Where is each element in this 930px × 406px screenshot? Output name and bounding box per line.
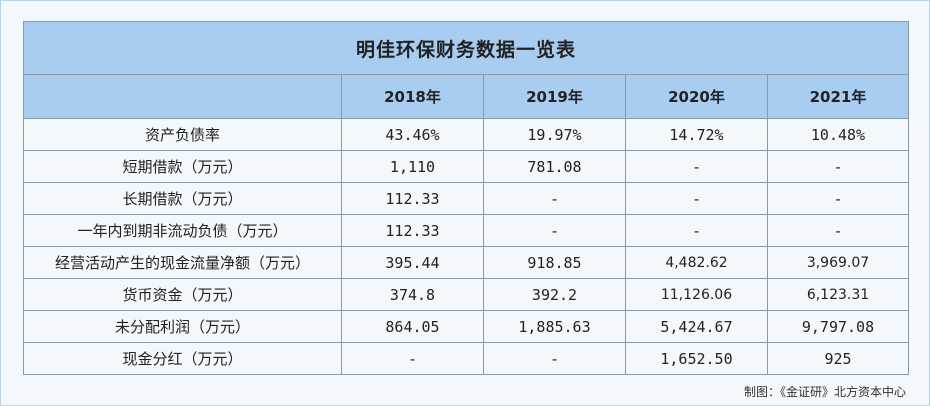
table-cell: 918.85: [483, 246, 626, 279]
table-cell: 4,482.62: [625, 246, 768, 279]
table-cell: 112.33: [341, 182, 484, 215]
table-cell: 1,652.50: [625, 342, 768, 375]
table-title-row: 明佳环保财务数据一览表: [23, 21, 909, 75]
table-cell: 781.08: [483, 150, 626, 183]
header-cell-2020: 2020年: [625, 74, 768, 119]
table-cell: -: [341, 342, 484, 375]
row-label: 货币资金（万元）: [23, 278, 342, 311]
row-label: 短期借款（万元）: [23, 150, 342, 183]
table-row: 短期借款（万元） 1,110 781.08- -: [23, 150, 909, 183]
table-cell: 374.8: [341, 278, 484, 311]
row-label: 未分配利润（万元）: [23, 310, 342, 343]
header-cell-2018: 2018年: [341, 74, 484, 119]
header-cell-2019: 2019年: [483, 74, 626, 119]
header-cell-2021: 2021年: [767, 74, 909, 119]
table-cell: -: [625, 214, 768, 247]
header-cell-label: [23, 74, 342, 119]
table-cell: 112.33: [341, 214, 484, 247]
table-title: 明佳环保财务数据一览表: [23, 21, 909, 75]
row-label: 一年内到期非流动负债（万元）: [23, 214, 342, 247]
financial-table: 明佳环保财务数据一览表 2018年 2019年 2020年 2021年 资产负债…: [23, 21, 909, 375]
table-cell: 395.44: [341, 246, 484, 279]
table-cell: -: [767, 182, 909, 215]
table-cell: -: [625, 150, 768, 183]
source-credit: 制图：《金证研》北方资本中心: [743, 385, 906, 399]
table-cell: 10.48%: [767, 118, 909, 151]
row-label: 经营活动产生的现金流量净额（万元）: [23, 246, 342, 279]
table-row: 货币资金（万元） 374.8 392.2 11,126.06 6,123.31: [23, 278, 909, 311]
table-cell: 5,424.67: [625, 310, 768, 343]
table-cell: 925: [767, 342, 909, 375]
table-cell: 392.2: [483, 278, 626, 311]
table-header-row: 2018年 2019年 2020年 2021年: [23, 74, 909, 119]
table-cell: -: [483, 214, 626, 247]
table-cell: -: [483, 342, 626, 375]
table-cell: 864.05: [341, 310, 484, 343]
table-cell: -: [767, 214, 909, 247]
table-cell: -: [767, 150, 909, 183]
table-cell: 19.97%: [483, 118, 626, 151]
table-cell: 43.46%: [341, 118, 484, 151]
table-cell: 14.72%: [625, 118, 768, 151]
row-label: 现金分红（万元）: [23, 342, 342, 375]
table-row: 现金分红（万元） - -1,652.50 925: [23, 342, 909, 375]
table-row: 资产负债率 43.46% 19.97% 14.72% 10.48%: [23, 118, 909, 151]
row-label: 资产负债率: [23, 118, 342, 151]
table-row: 经营活动产生的现金流量净额（万元） 395.44 918.85 4,482.62 3,9…: [23, 246, 909, 279]
table-body: 资产负债率 43.46% 19.97% 14.72% 10.48% 短期借款（万元） 1,1…: [23, 118, 909, 375]
table-row: 一年内到期非流动负债（万元） 112.33- - -: [23, 214, 909, 247]
row-label: 长期借款（万元）: [23, 182, 342, 215]
table-cell: 1,885.63: [483, 310, 626, 343]
table-row: 长期借款（万元） 112.33- - -: [23, 182, 909, 215]
table-cell: -: [625, 182, 768, 215]
table-cell: 9,797.08: [767, 310, 909, 343]
table-cell: 1,110: [341, 150, 484, 183]
table-cell: 3,969.07: [767, 246, 909, 279]
table-cell: 6,123.31: [767, 278, 909, 311]
table-row: 未分配利润（万元） 864.05 1,885.63 5,424.67 9,797.08: [23, 310, 909, 343]
table-cell: 11,126.06: [625, 278, 768, 311]
table-cell: -: [483, 182, 626, 215]
